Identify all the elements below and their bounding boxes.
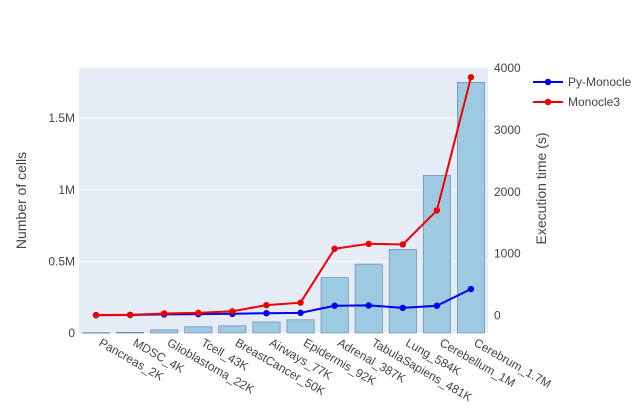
bar bbox=[354, 263, 383, 334]
series-point bbox=[229, 308, 236, 315]
series-point bbox=[92, 311, 100, 319]
legend-label: Py-Monocle bbox=[568, 75, 632, 89]
right-axis-ticks: 0 1000 2000 3000 4000 bbox=[494, 61, 521, 323]
legend[interactable]: Py-Monocle Monocle3 bbox=[533, 75, 632, 109]
series-point bbox=[365, 302, 372, 309]
left-axis-ticks: 0 0.5M 1M 1.5M bbox=[48, 111, 75, 340]
series-point bbox=[195, 309, 202, 317]
bar bbox=[252, 321, 281, 334]
legend-label: Monocle3 bbox=[568, 95, 620, 109]
legend-item[interactable]: Py-Monocle bbox=[533, 75, 632, 89]
left-axis-title: Number of cells bbox=[13, 152, 29, 249]
bar bbox=[457, 82, 485, 334]
legend-swatch-marker bbox=[544, 98, 552, 106]
series-point bbox=[433, 207, 441, 214]
series-point bbox=[161, 310, 168, 317]
bars-group bbox=[82, 82, 485, 334]
bar bbox=[388, 249, 417, 334]
series-point bbox=[263, 309, 270, 317]
bar bbox=[116, 332, 145, 334]
series-point bbox=[263, 301, 270, 309]
bar bbox=[184, 326, 213, 334]
series-point bbox=[433, 302, 441, 309]
right-tick-label: 1000 bbox=[494, 247, 521, 261]
lines-group bbox=[92, 74, 475, 319]
series-point bbox=[399, 241, 406, 248]
left-tick-label: 0 bbox=[68, 326, 75, 340]
series-point bbox=[331, 302, 338, 309]
legend-item[interactable]: Monocle3 bbox=[533, 95, 620, 109]
legend-swatch-marker bbox=[544, 78, 552, 86]
left-tick-label: 1M bbox=[58, 183, 75, 197]
right-tick-label: 3000 bbox=[494, 123, 521, 137]
bar bbox=[422, 175, 451, 334]
bar bbox=[286, 319, 315, 334]
series-point bbox=[467, 74, 475, 81]
series-point bbox=[365, 240, 372, 248]
right-axis-title: Execution time (s) bbox=[533, 132, 549, 244]
bar bbox=[82, 332, 110, 334]
series-point bbox=[126, 311, 134, 319]
plot-area bbox=[79, 68, 488, 333]
bar bbox=[218, 325, 247, 334]
series-point bbox=[399, 304, 406, 312]
right-tick-label: 2000 bbox=[494, 185, 521, 199]
series-point bbox=[467, 285, 475, 293]
x-axis-categories: Pancreas_2KMDSC_4KGlioblastoma_22KTcell_… bbox=[97, 335, 554, 404]
right-tick-label: 0 bbox=[494, 309, 501, 323]
right-tick-label: 4000 bbox=[494, 61, 521, 75]
left-tick-label: 0.5M bbox=[48, 254, 75, 268]
series-point bbox=[297, 299, 304, 306]
series-point bbox=[331, 245, 338, 252]
series-line bbox=[95, 77, 472, 316]
series-point bbox=[297, 309, 304, 317]
left-tick-label: 1.5M bbox=[48, 111, 75, 125]
gridlines bbox=[79, 117, 488, 262]
bar bbox=[150, 329, 179, 334]
